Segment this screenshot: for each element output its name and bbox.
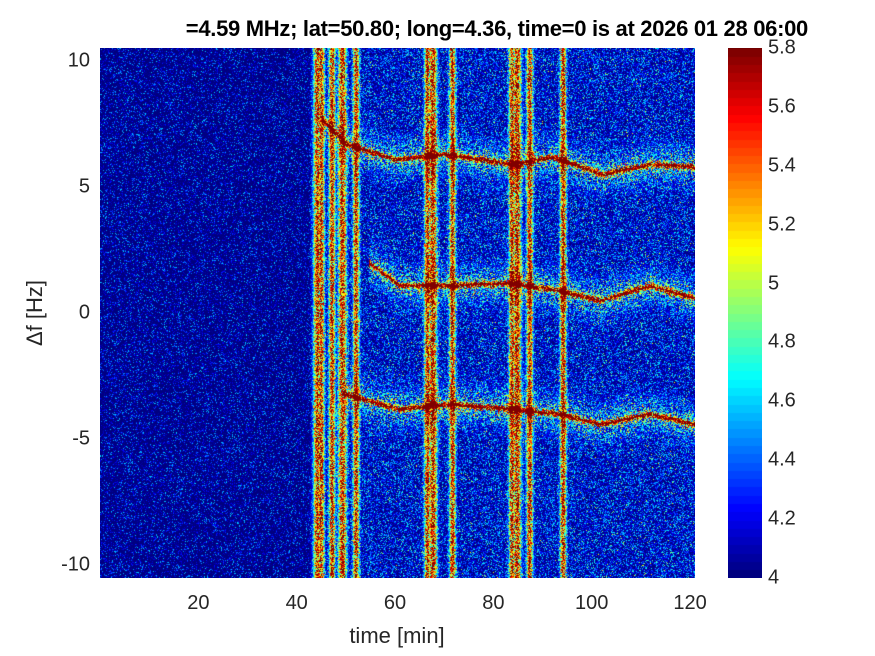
colorbar-tick-label: 5.2 (768, 213, 796, 236)
x-tick-label: 20 (187, 592, 210, 614)
colorbar-tick-label: 4.2 (768, 507, 796, 530)
colorbar-tick-label: 4.6 (768, 389, 796, 412)
colorbar-tick-label: 5 (768, 272, 780, 295)
x-axis-label: time [min] (349, 623, 445, 648)
y-tick-label: 10 (67, 49, 90, 72)
y-tick-label: 5 (78, 175, 90, 198)
chart-title: =4.59 MHz; lat=50.80; long=4.36, time=0 … (185, 16, 809, 41)
x-tick-label: 40 (285, 592, 308, 614)
y-tick-label: -5 (72, 427, 90, 450)
y-tick-label: -10 (61, 553, 90, 576)
colorbar-tick-label: 5.8 (768, 36, 796, 59)
x-tick-label: 80 (482, 592, 505, 614)
y-tick-label: 0 (78, 301, 90, 324)
colorbar-tick-label: 5.4 (768, 154, 796, 177)
colorbar-tick-label: 4.4 (768, 448, 796, 471)
spectrogram-image (100, 48, 695, 578)
colorbar-tick-label: 4 (768, 566, 780, 589)
x-tick-label: 120 (673, 592, 707, 614)
colorbar-tick-label: 5.6 (768, 95, 796, 118)
x-tick-label: 100 (575, 592, 609, 614)
y-axis-label: Δf [Hz] (22, 279, 47, 347)
colorbar (728, 48, 762, 578)
colorbar-tick-label: 4.8 (768, 330, 796, 353)
x-tick-label: 60 (383, 592, 407, 614)
